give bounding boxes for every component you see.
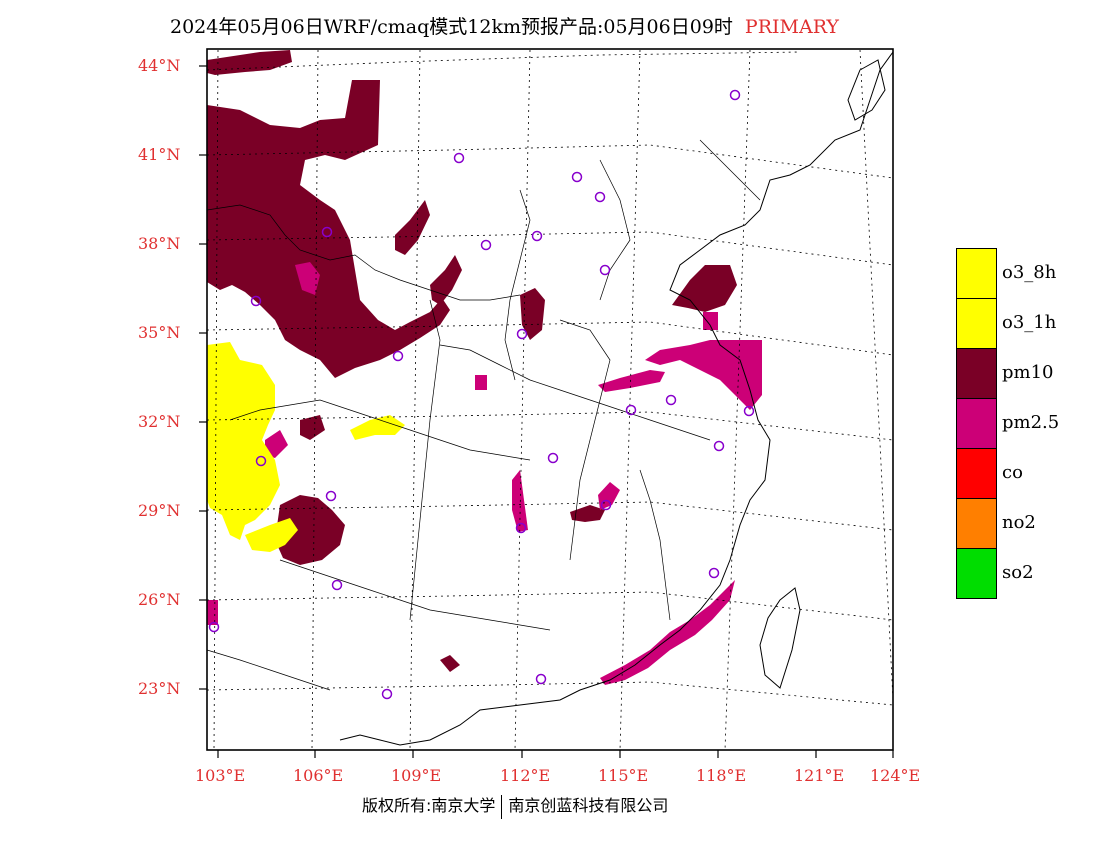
legend-swatch [956, 498, 997, 549]
o3-region [207, 342, 405, 552]
lon-label-109e: 109°E [391, 766, 442, 785]
lat-label-32n: 32°N [138, 412, 181, 431]
lat-label-23n: 23°N [138, 679, 181, 698]
lon-label-118e: 118°E [696, 766, 747, 785]
monitoring-stations [208, 89, 755, 700]
legend-label: pm10 [1002, 362, 1054, 383]
map-frame [206, 48, 894, 751]
pm10-region [207, 50, 737, 672]
axis-ticks [199, 65, 894, 758]
lat-label-41n: 41°N [138, 145, 181, 164]
footer-right: 南京创蓝科技有限公司 [508, 796, 669, 815]
title-primary-tag: PRIMARY [744, 16, 839, 38]
map-title: 2024年05月06日WRF/cmaq模式12km预报产品:05月06日09时 P… [170, 12, 839, 39]
graticule [206, 49, 894, 751]
lon-label-115e: 115°E [598, 766, 649, 785]
legend-label: so2 [1002, 562, 1034, 583]
legend-swatch [956, 398, 997, 449]
lat-label-35n: 35°N [138, 323, 181, 342]
pm25-region [207, 262, 762, 685]
legend-swatch [956, 348, 997, 399]
legend-label: co [1002, 462, 1023, 483]
legend-label: no2 [1002, 512, 1036, 533]
lat-label-26n: 26°N [138, 590, 181, 609]
province-boundaries [206, 139, 761, 691]
legend-label: o3_1h [1002, 312, 1057, 333]
lat-label-44n: 44°N [138, 56, 181, 75]
legend-swatch [956, 298, 997, 349]
legend-swatch [956, 448, 997, 499]
lat-label-29n: 29°N [138, 501, 181, 520]
footer-left: 版权所有:南京大学 [362, 796, 496, 815]
coastline [339, 51, 894, 746]
legend-swatch [956, 248, 997, 299]
lon-label-103e: 103°E [195, 766, 246, 785]
legend-label: o3_8h [1002, 262, 1057, 283]
lon-label-124e: 124°E [870, 766, 921, 785]
legend-swatch [956, 548, 997, 599]
footer-separator [501, 794, 503, 819]
legend-label: pm2.5 [1002, 412, 1060, 433]
copyright-footer: 版权所有:南京大学 南京创蓝科技有限公司 [362, 792, 668, 819]
lon-label-106e: 106°E [293, 766, 344, 785]
lon-label-121e: 121°E [794, 766, 845, 785]
title-main: 2024年05月06日WRF/cmaq模式12km预报产品:05月06日09时 [170, 16, 733, 38]
lat-label-38n: 38°N [138, 234, 181, 253]
lon-label-112e: 112°E [500, 766, 551, 785]
